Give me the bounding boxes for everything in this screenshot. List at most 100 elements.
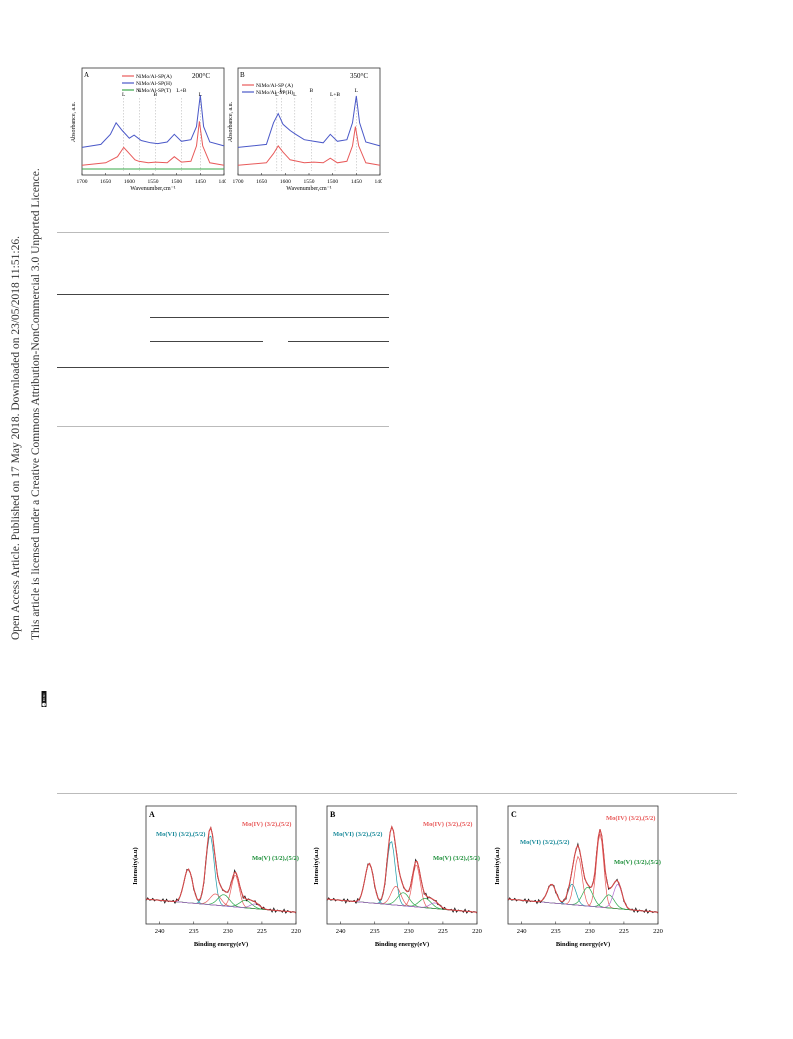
ftir-b-temperature: 350°C (350, 72, 368, 80)
ftir-a-legend-1: NiMo/Al-SP(H) (136, 80, 172, 87)
xps-a-tick-label-4: 220 (291, 928, 301, 935)
ftir-panel-a: 1700 1650 1600 1550 1500 1450 1400 L L B L+B L A 20… (71, 67, 227, 192)
xps-a-frame (145, 805, 297, 925)
ftir-a-tick-label-0: 1700 (77, 179, 88, 185)
cc-badge-text: BY-NC (43, 693, 46, 701)
ftir-a-temperature: 200°C (192, 72, 210, 80)
ftir-a-tick-label-6: 1400 (219, 179, 227, 185)
xps-c-tick-label-3: 225 (619, 928, 629, 935)
ftir-b-tick-label-3: 1550 (304, 179, 315, 185)
ftir-a-annotation-0: L (122, 92, 126, 98)
ftir-a-tick-label-4: 1500 (171, 179, 182, 185)
xps-b-tick-label-4: 220 (472, 928, 482, 935)
ftir-b-xlabel: Wavenumber,cm⁻¹ (286, 186, 332, 192)
xps-b-fit-envelope (326, 825, 478, 913)
ftir-b-tick-label-4: 1500 (327, 179, 338, 185)
ftir-b-tick-label-6: 1400 (375, 179, 383, 185)
license-line: This article is licensed under a Creativ… (30, 168, 42, 640)
ftir-a-tick-label-2: 1600 (124, 179, 135, 185)
xps-b-ylabel: Intensity(a.u) (313, 847, 320, 884)
xps-c-mo-vi: Mo(VI) (3/2),(5/2) (520, 839, 569, 846)
xps-c-xlabel: Binding energy(eV) (556, 941, 610, 948)
table-header-rule (150, 317, 389, 318)
xps-a-ylabel: Intensity(a.u) (132, 847, 139, 884)
xps-c-ylabel: Intensity(a.u) (494, 847, 501, 884)
xps-b-mo-iv: Mo(IV) (3/2),(5/2) (423, 821, 472, 828)
ftir-b-tick-label-1: 1650 (256, 179, 267, 185)
ftir-b-frame (237, 67, 381, 176)
ftir-b-legend: NiMo/Al-SP (A) NiMo/Al -SP(H) (242, 82, 293, 96)
xps-c-mo-v: Mo(V) (3/2),(5/2) (614, 859, 661, 866)
ftir-b-ylabel: Absorbance, a.u. (228, 101, 234, 142)
ftir-a-tick-label-5: 1450 (195, 179, 206, 185)
ftir-b-annotation-4: L+B (330, 92, 340, 98)
ftir-a-legend: NiMo/Al-SP(A) NiMo/Al-SP(H) NiMo/Al-SP(T… (122, 73, 172, 94)
ftir-a-annotation-1: L (138, 88, 142, 94)
ftir-b-series-0 (237, 126, 381, 166)
ftir-b-tick-label-5: 1450 (351, 179, 362, 185)
ftir-b-legend-0: NiMo/Al-SP (A) (256, 82, 293, 89)
ftir-b-annotation-1: L (280, 88, 284, 94)
svg-text:cc: cc (44, 704, 46, 706)
table-bottom-rule (57, 426, 389, 427)
xps-c-tick-label-0: 240 (517, 928, 527, 935)
xps-c-panel-label: C (511, 810, 517, 819)
xps-b-tick-label-3: 225 (438, 928, 448, 935)
figure-divider-bottom (57, 793, 737, 794)
ftir-panel-b: 1700165016001550150014501400LLLBL+BL B 3… (228, 67, 383, 192)
xps-a-mo-vi: Mo(VI) (3/2),(5/2) (156, 831, 205, 838)
xps-b-tick-label-2: 230 (404, 928, 414, 935)
xps-panel-b: 240 235 230 225 220 B Mo(VI) (3/2),(5/2) Mo(… (313, 805, 482, 948)
ftir-b-tick-label-0: 1700 (233, 179, 244, 185)
xps-c-fit-envelope (507, 829, 659, 913)
ftir-a-panel-label: A (84, 71, 89, 79)
table-subheader-rule-left (150, 341, 263, 342)
xps-a-tick-label-1: 235 (189, 928, 199, 935)
xps-c-tick-label-4: 220 (653, 928, 663, 935)
xps-b-mo-v: Mo(V) (3/2),(5/2) (433, 855, 480, 862)
ftir-a-legend-2: NiMo/Al-SP(T) (136, 87, 171, 94)
ftir-a-xlabel: Wavenumber,cm⁻¹ (130, 186, 176, 192)
xps-c-frame (507, 805, 659, 925)
xps-a-panel-label: A (149, 810, 155, 819)
ftir-a-legend-0: NiMo/Al-SP(A) (136, 73, 172, 80)
cc-license-icon[interactable]: cc BY-NC (20, 691, 68, 707)
ftir-a-tick-label-1: 1650 (100, 179, 111, 185)
ftir-b-series-1 (237, 95, 381, 148)
xps-c-tick-label-1: 235 (551, 928, 561, 935)
ftir-a-annotation-2: B (154, 92, 158, 98)
license-sidebar: Open Access Article. Published on 17 May… (0, 0, 60, 707)
xps-panel-c: 240 235 230 225 220 C Mo(VI) (3/2),(5/2) Mo(… (494, 805, 663, 948)
ftir-a-annotation-4: L (199, 92, 203, 98)
open-access-line: Open Access Article. Published on 17 May… (10, 236, 22, 640)
xps-a-mo-iv: Mo(IV) (3/2),(5/2) (242, 821, 291, 828)
xps-c-mo-iv: Mo(IV) (3/2),(5/2) (606, 815, 655, 822)
xps-a-mo-v: Mo(V) (3/2),(5/2) (252, 855, 299, 862)
xps-a-tick-label-3: 225 (257, 928, 267, 935)
ftir-b-legend-1: NiMo/Al -SP(H) (256, 89, 293, 96)
ftir-a-series-1 (81, 95, 225, 148)
xps-a-xlabel: Binding energy(eV) (194, 941, 248, 948)
ftir-b-annotation-0: L (275, 92, 279, 98)
ftir-b-annotation-5: L (355, 88, 359, 94)
xps-panel-a: 240 235 230 225 220 A Mo(VI) (3/2),(5/2) Mo(… (132, 805, 301, 948)
xps-a-tick-label-2: 230 (223, 928, 233, 935)
xps-b-mo-vi: Mo(VI) (3/2),(5/2) (333, 831, 382, 838)
xps-b-panel-label: B (330, 810, 336, 819)
table-top-rule (57, 294, 389, 295)
xps-b-xlabel: Binding energy(eV) (375, 941, 429, 948)
xps-b-tick-label-1: 235 (370, 928, 380, 935)
ftir-a-tick-label-3: 1550 (148, 179, 159, 185)
ftir-a-frame (81, 67, 225, 176)
ftir-b-annotation-2: L (293, 92, 297, 98)
xps-c-tick-label-2: 230 (585, 928, 595, 935)
ftir-b-tick-label-2: 1600 (280, 179, 291, 185)
xps-b-tick-label-0: 240 (336, 928, 346, 935)
ftir-a-ylabel: Absorbance, a.u. (71, 101, 77, 142)
xps-a-fit-envelope (145, 826, 297, 913)
ftir-a-series-0 (81, 121, 225, 166)
ftir-a-annotation-3: L+B (176, 88, 186, 94)
table-body-rule (57, 367, 389, 368)
ftir-b-panel-label: B (240, 71, 245, 79)
figure-divider-top (57, 232, 389, 233)
